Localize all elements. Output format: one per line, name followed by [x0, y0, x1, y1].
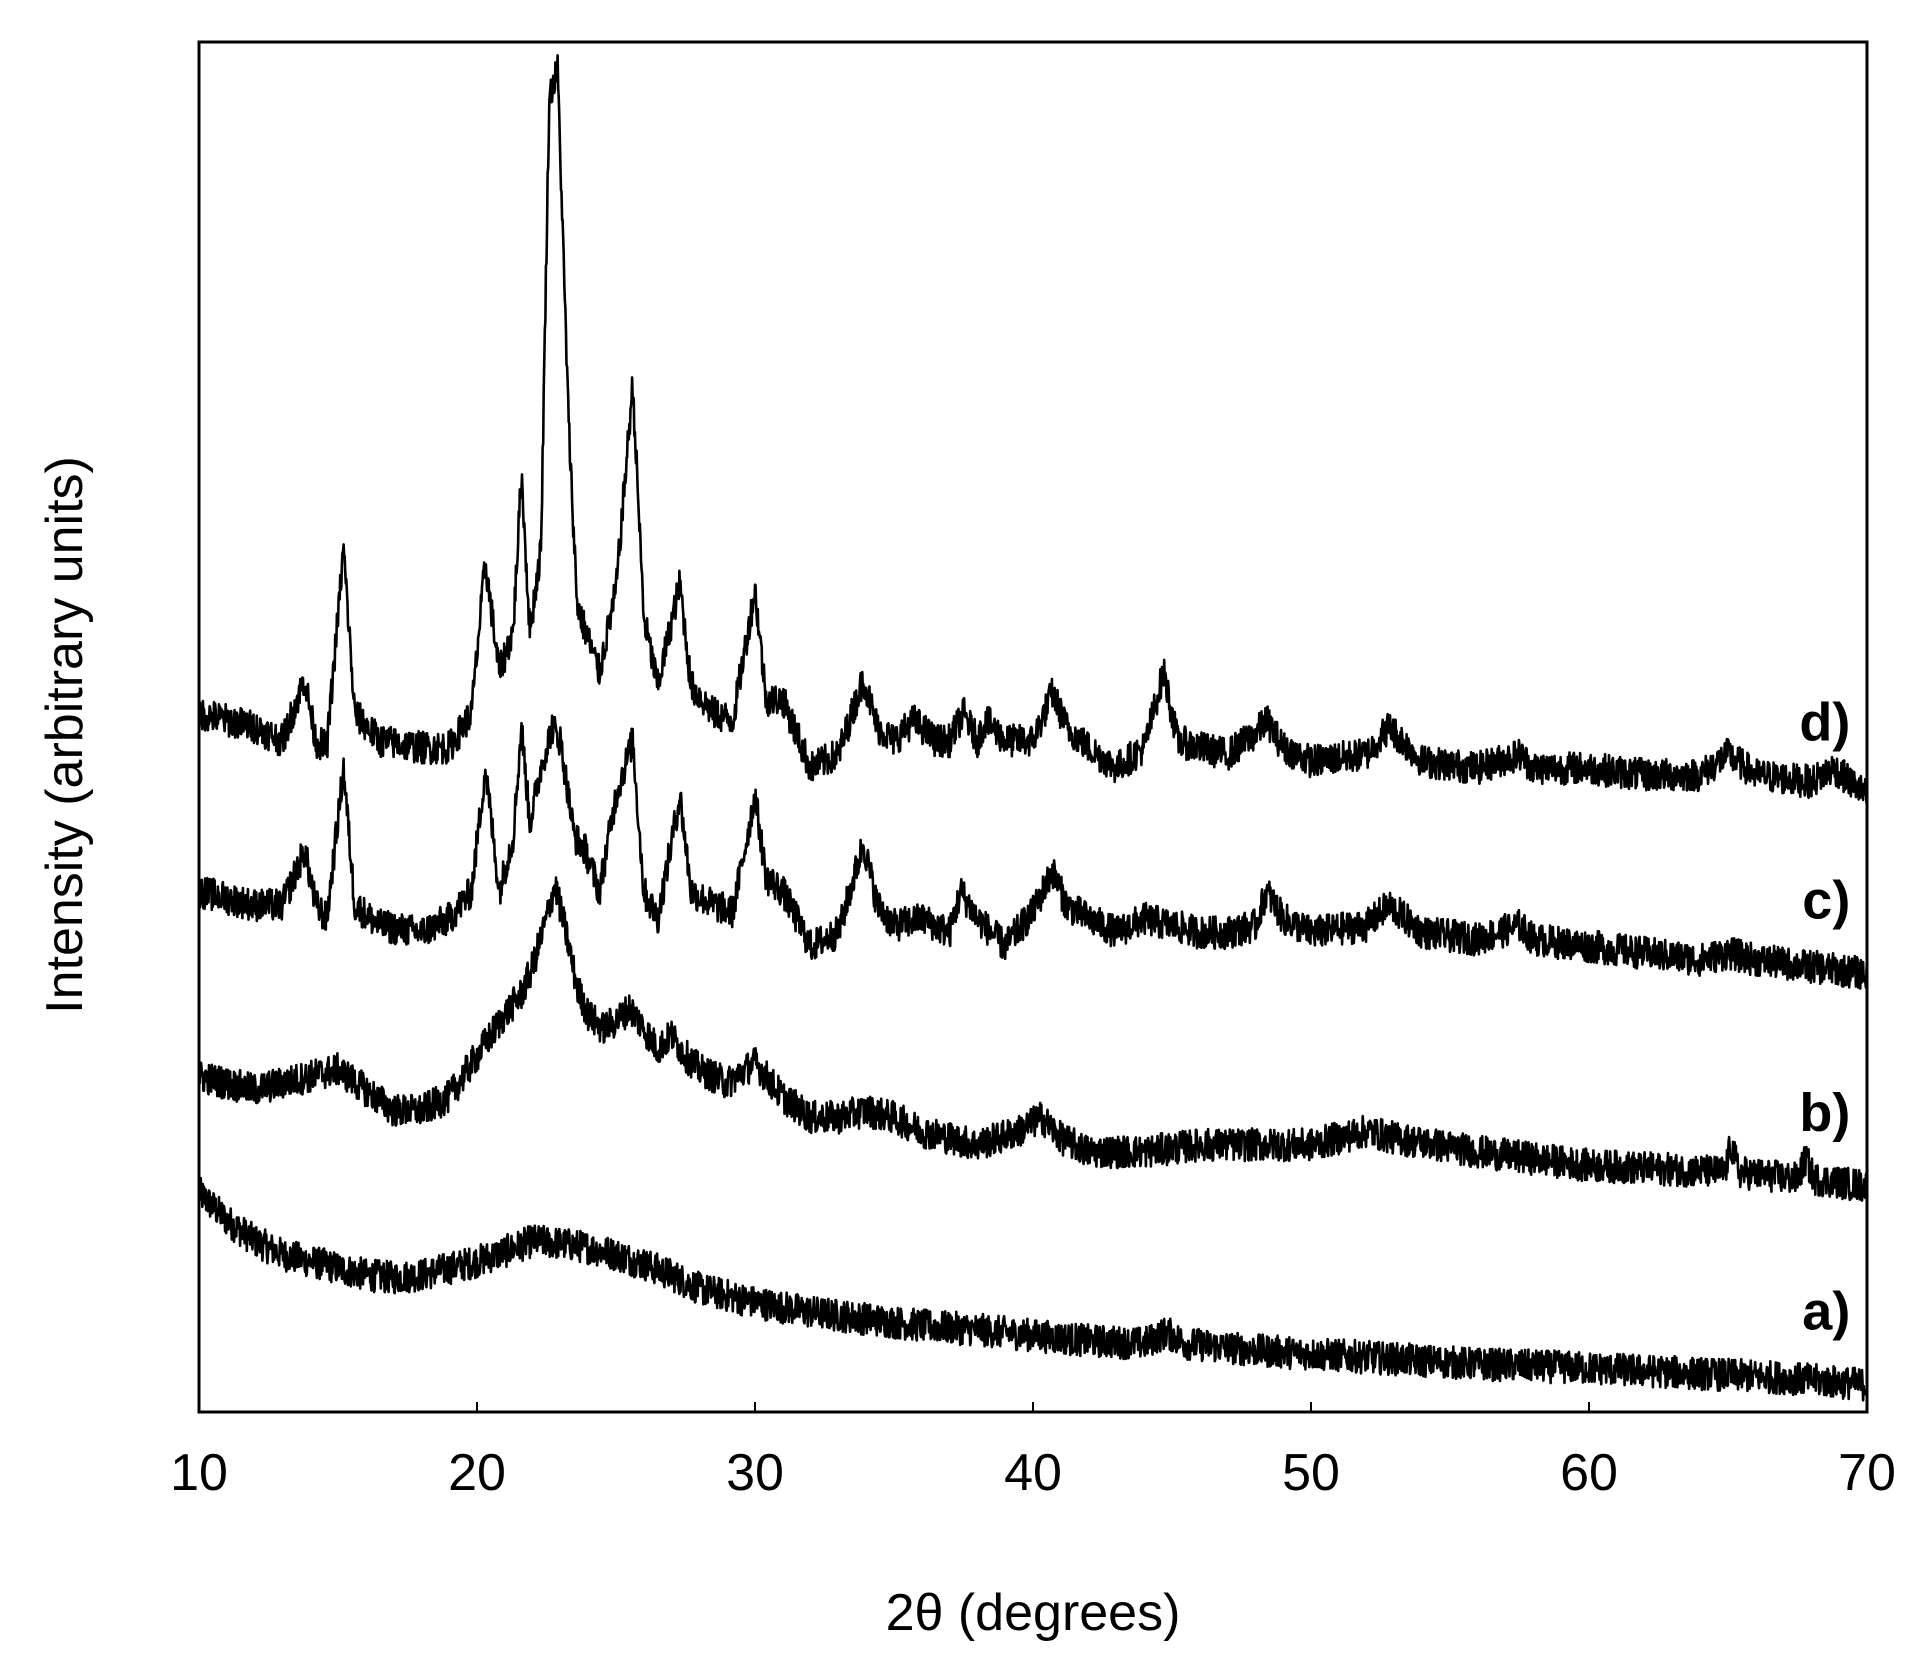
x-tick-label: 10 — [170, 1444, 228, 1502]
x-tick-label: 60 — [1560, 1444, 1618, 1502]
x-tick-label: 30 — [726, 1444, 784, 1502]
series-labels: a) b) c) d) — [1799, 693, 1850, 1342]
x-axis-title: 2θ (degrees) — [886, 1584, 1181, 1642]
x-axis-ticks: 10 20 30 40 50 60 70 — [170, 1402, 1896, 1502]
series-line-c — [197, 714, 1869, 990]
series-line-d — [197, 54, 1869, 804]
x-tick-label: 50 — [1282, 1444, 1340, 1502]
series-label-c: c) — [1802, 871, 1850, 931]
x-tick-label: 70 — [1838, 1444, 1896, 1502]
plot-frame — [197, 40, 1869, 1414]
series-label-a: a) — [1802, 1282, 1850, 1342]
series-line-b — [197, 876, 1869, 1202]
series-layer — [197, 54, 1869, 1402]
x-tick-label: 20 — [448, 1444, 506, 1502]
series-line-a — [197, 1176, 1869, 1402]
series-label-b: b) — [1799, 1083, 1850, 1143]
y-axis-title: Intensity (arbitrary units) — [36, 456, 94, 1014]
series-label-d: d) — [1799, 693, 1850, 753]
x-tick-label: 40 — [1004, 1444, 1062, 1502]
